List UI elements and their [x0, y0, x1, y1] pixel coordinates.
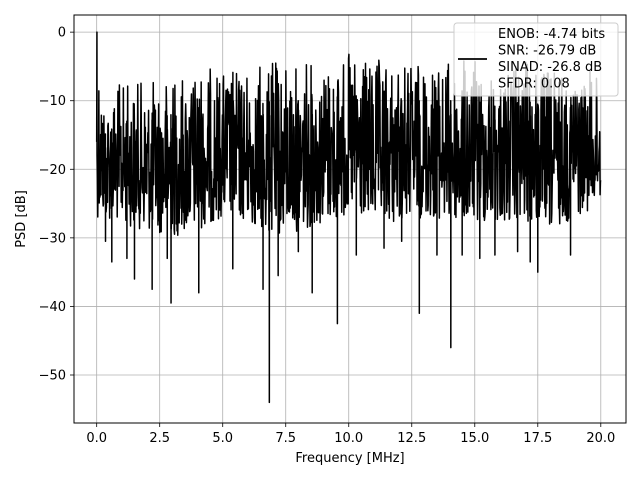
- y-tick-label: −30: [39, 231, 66, 246]
- legend-box: [453, 22, 619, 97]
- psd-series-line: [95, 31, 602, 404]
- y-tick-label: −20: [39, 163, 66, 178]
- y-tick-label: −10: [39, 94, 66, 109]
- legend-entry-enob: ENOB: -4.74 bits: [498, 27, 605, 42]
- x-tick-label: 10.0: [334, 431, 363, 446]
- x-tick-label: 5.0: [212, 431, 233, 446]
- plot-frame: [73, 14, 627, 424]
- legend-entry-sfdr: SFDR: 0.08: [498, 77, 570, 92]
- data-layer: [95, 31, 602, 404]
- y-tick-label: 0: [58, 26, 66, 41]
- legend-entry-snr: SNR: -26.79 dB: [498, 44, 596, 59]
- x-tick-label: 20.0: [586, 431, 615, 446]
- y-axis-label: PSD [dB]: [14, 190, 29, 248]
- x-tick-label: 2.5: [149, 431, 170, 446]
- x-axis-label: Frequency [MHz]: [295, 451, 404, 466]
- y-tick-label: −40: [39, 300, 66, 315]
- y-tick-label: −50: [39, 369, 66, 384]
- x-tick-label: 15.0: [460, 431, 489, 446]
- x-tick-label: 0.0: [86, 431, 107, 446]
- legend: ENOB: -4.74 bits SNR: -26.79 dB SINAD: -…: [453, 22, 619, 97]
- x-tick-label: 17.5: [523, 431, 552, 446]
- x-tick-label: 7.5: [275, 431, 296, 446]
- x-tick-label: 12.5: [397, 431, 426, 446]
- legend-entry-sinad: SINAD: -26.8 dB: [498, 60, 602, 75]
- ticks: 0.0 2.5 5.0 7.5 10.0 12.5 15.0 17.5 20.0 0 −10 −20 −…: [39, 26, 616, 446]
